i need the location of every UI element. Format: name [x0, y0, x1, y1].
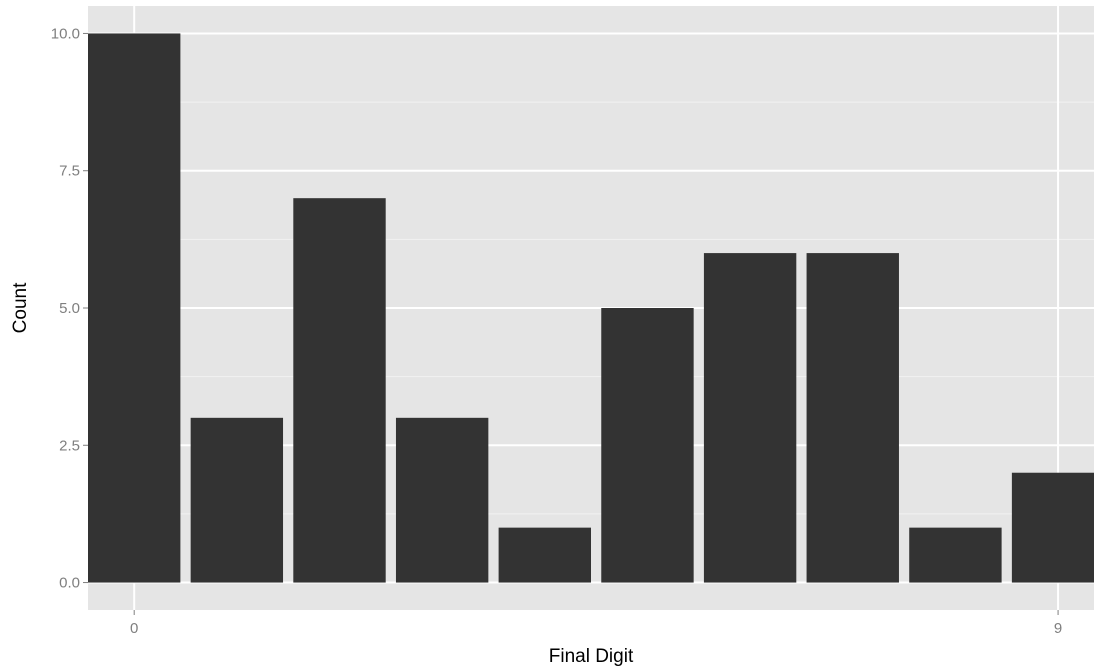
bar-digit-9 — [1011, 472, 1094, 583]
bar-digit-0 — [88, 33, 181, 583]
bar-digit-4 — [498, 527, 591, 583]
bar-digit-6 — [703, 253, 797, 583]
x-tick-label: 9 — [1054, 620, 1062, 637]
y-tick-label: 5.0 — [59, 300, 80, 317]
bar-digit-7 — [806, 253, 899, 583]
x-tick-label: 0 — [130, 620, 138, 637]
y-tick-label: 7.5 — [59, 163, 80, 180]
y-tick-label: 10.0 — [51, 25, 80, 42]
bar-digit-8 — [909, 527, 1002, 583]
x-axis-title: Final Digit — [549, 646, 634, 667]
y-tick-label: 2.5 — [59, 437, 80, 454]
y-axis-ticks: 0.0 2.5 5.0 7.5 10.0 — [51, 25, 88, 592]
bar-digit-1 — [190, 417, 284, 583]
bar-digit-3 — [395, 417, 489, 583]
bars — [88, 33, 1094, 583]
bar-digit-5 — [601, 308, 694, 583]
y-tick-label: 0.0 — [59, 575, 80, 592]
y-axis-title: Count — [10, 282, 31, 333]
bar-digit-2 — [293, 198, 386, 583]
